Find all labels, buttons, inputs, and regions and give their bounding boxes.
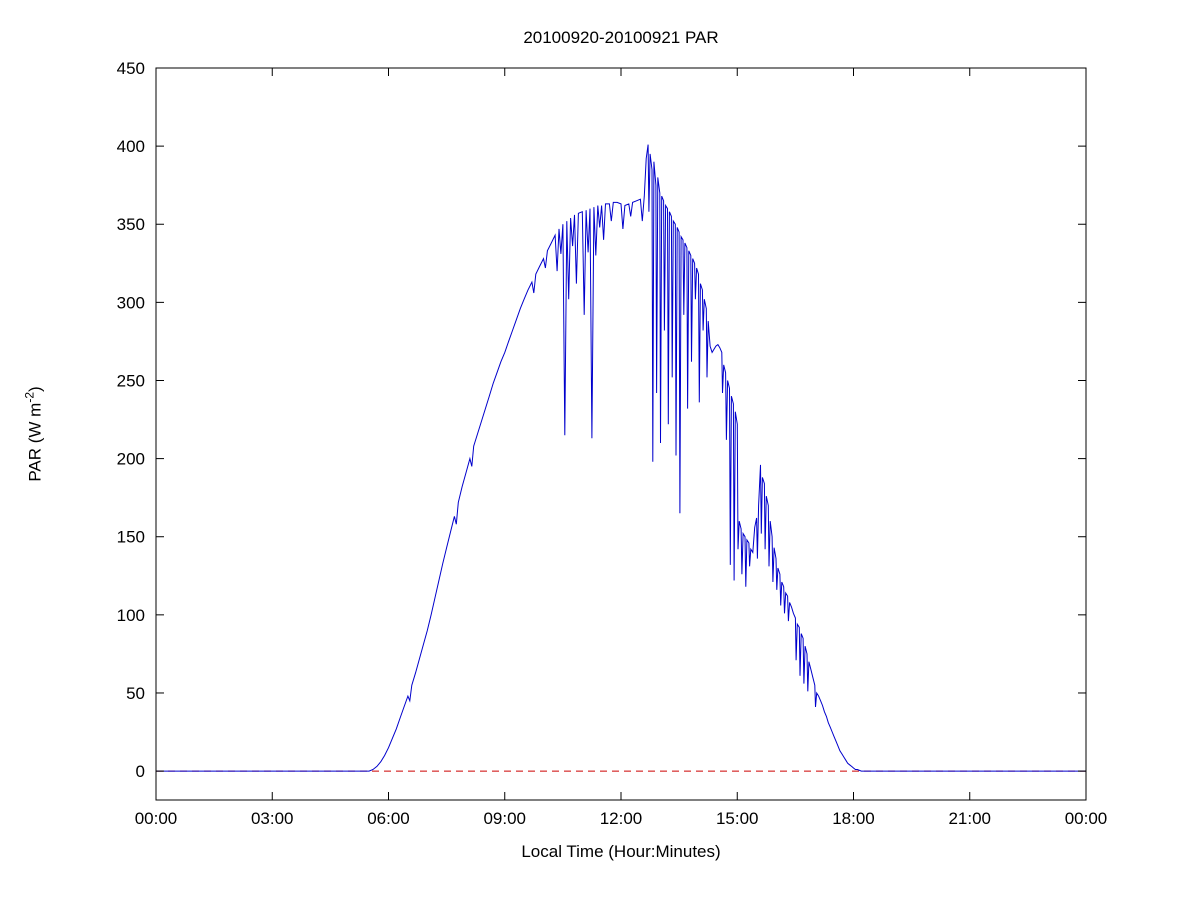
x-tick-label: 15:00: [716, 809, 759, 828]
y-tick-label: 150: [117, 528, 145, 547]
y-tick-label: 350: [117, 215, 145, 234]
axes-box: [155, 67, 1087, 801]
y-tick-label: 450: [117, 59, 145, 78]
y-tick-label: 200: [117, 450, 145, 469]
x-tick-label: 00:00: [1065, 809, 1108, 828]
x-tick-label: 06:00: [367, 809, 410, 828]
y-tick-label: 100: [117, 606, 145, 625]
x-axis-label: Local Time (Hour:Minutes): [521, 842, 721, 861]
y-tick-label: 0: [136, 762, 145, 781]
x-tick-label: 21:00: [948, 809, 991, 828]
x-tick-label: 12:00: [600, 809, 643, 828]
y-tick-label: 300: [117, 293, 145, 312]
y-tick-label: 400: [117, 137, 145, 156]
chart-title: 20100920-20100921 PAR: [523, 28, 719, 47]
x-tick-label: 18:00: [832, 809, 875, 828]
y-tick-label: 50: [126, 684, 145, 703]
x-tick-label: 09:00: [483, 809, 526, 828]
x-tick-label: 00:00: [135, 809, 178, 828]
x-tick-label: 03:00: [251, 809, 294, 828]
series-PAR: [156, 144, 1086, 772]
y-tick-label: 250: [117, 371, 145, 390]
